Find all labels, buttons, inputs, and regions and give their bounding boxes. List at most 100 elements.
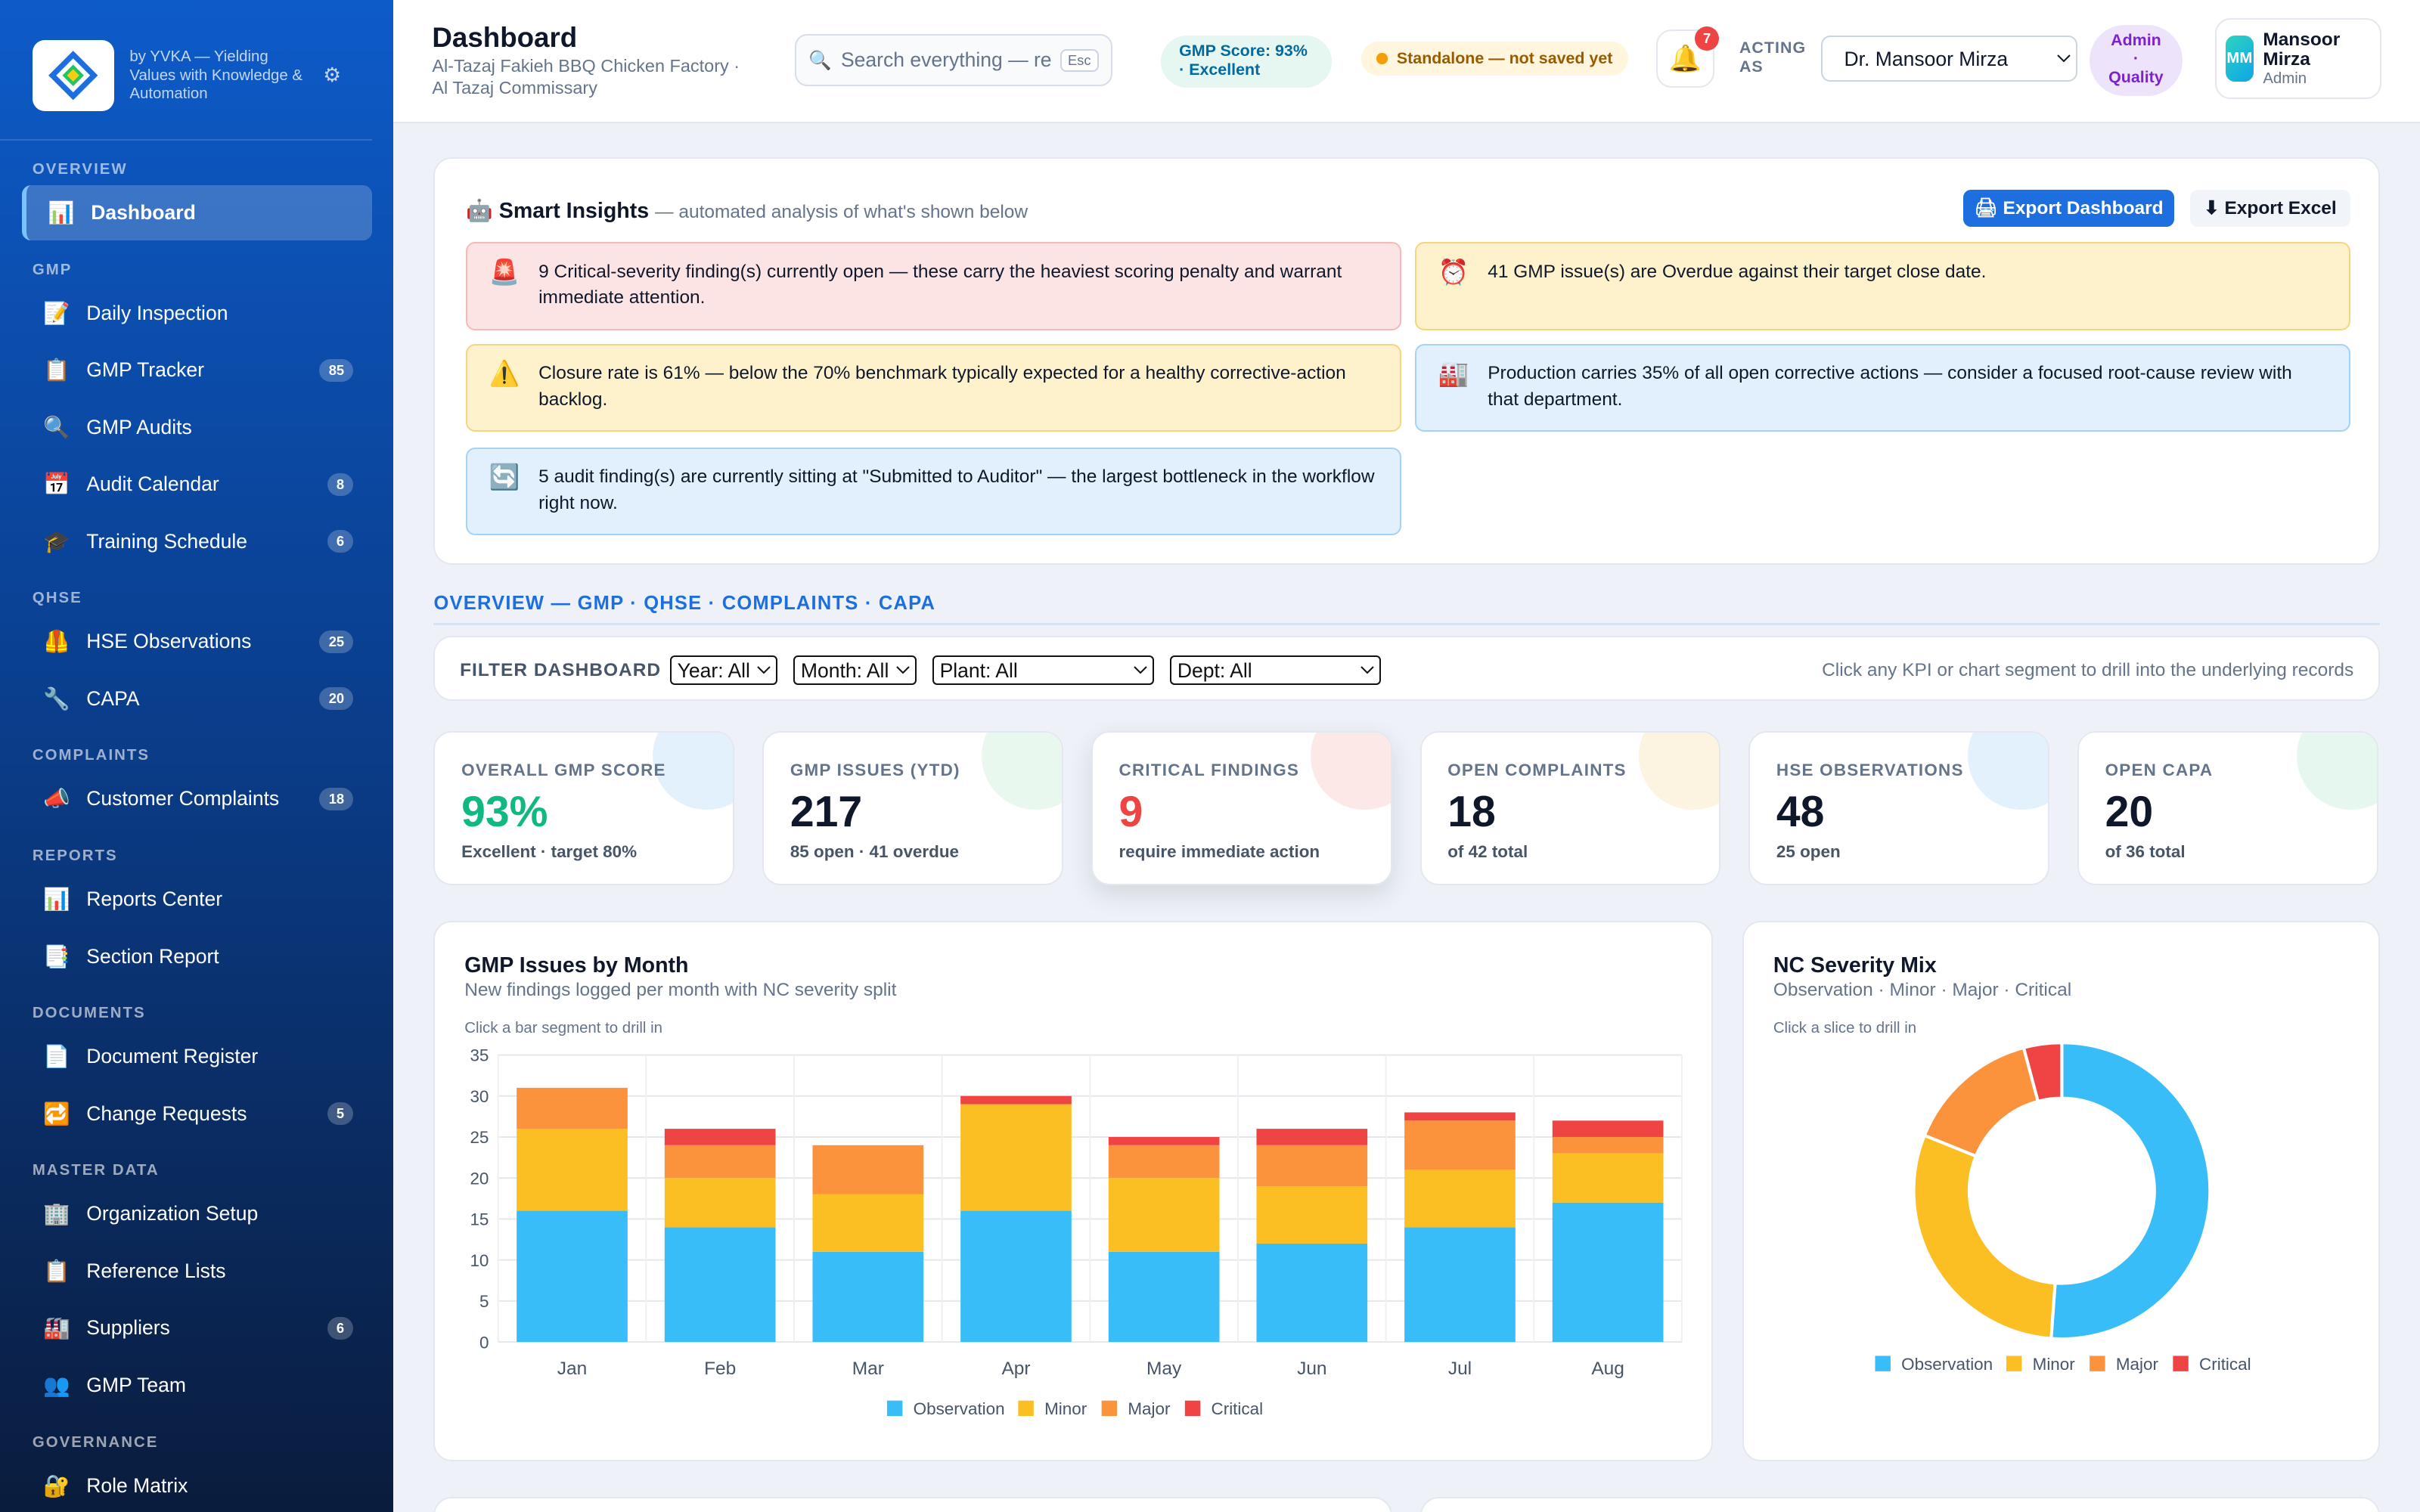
bar-segment-critical[interactable] xyxy=(1404,1112,1516,1121)
bar-segment-observation[interactable] xyxy=(1109,1252,1220,1343)
sidebar-item-gmp-audits[interactable]: 🔍 GMP Audits xyxy=(22,399,372,454)
sidebar-item-reference-lists[interactable]: 📋 Reference Lists xyxy=(22,1244,372,1299)
bar-segment-minor[interactable] xyxy=(1404,1170,1516,1228)
kpi-card-overall-gmp-score[interactable]: OVERALL GMP SCORE 93% Excellent · target 8… xyxy=(433,731,735,886)
bar-segment-minor[interactable] xyxy=(960,1104,1072,1211)
sidebar-item-gmp-tracker[interactable]: 📋 GMP Tracker 85 xyxy=(22,342,372,398)
bar-segment-critical[interactable] xyxy=(665,1129,776,1146)
kpi-label: CRITICAL FINDINGS xyxy=(1118,761,1300,780)
bar-segment-major[interactable] xyxy=(812,1145,924,1195)
sidebar-item-training-schedule[interactable]: 🎓 Training Schedule 6 xyxy=(22,513,372,569)
sidebar-item-capa[interactable]: 🔧 CAPA 20 xyxy=(22,671,372,727)
insight-alert[interactable]: ⚠️ Closure rate is 61% — below the 70% be… xyxy=(466,344,1401,432)
bar-segment-major[interactable] xyxy=(1256,1145,1368,1187)
donut-slice-observation[interactable] xyxy=(2049,1041,2212,1341)
global-search[interactable]: 🔍 Esc xyxy=(794,33,1113,87)
bar-segment-critical[interactable] xyxy=(1109,1137,1220,1146)
export-dashboard-button[interactable]: 🖨 Export Dashboard xyxy=(1962,189,2175,227)
month-filter-select[interactable]: Month: All xyxy=(793,655,917,686)
sidebar-item-customer-complaints[interactable]: 📣 Customer Complaints 18 xyxy=(22,771,372,826)
bar-segment-minor[interactable] xyxy=(1553,1153,1664,1204)
sidebar-item-section-report[interactable]: 📑 Section Report xyxy=(22,928,372,984)
sidebar-item-organization-setup[interactable]: 🏢 Organization Setup xyxy=(22,1186,372,1241)
settings-gear-icon[interactable]: ⚙ xyxy=(323,64,342,87)
x-tick-label: Jun xyxy=(1298,1359,1327,1379)
bar-segment-observation[interactable] xyxy=(1256,1244,1368,1343)
donut-slice-minor[interactable] xyxy=(1912,1133,2057,1341)
next-card-right xyxy=(1419,1496,2380,1512)
donut-slice-critical[interactable] xyxy=(2021,1041,2064,1104)
kpi-card-open-complaints[interactable]: OPEN COMPLAINTS 18 of 42 total xyxy=(1419,731,1721,886)
bar-segment-major[interactable] xyxy=(1553,1137,1664,1154)
gmp-audits-icon: 🔍 xyxy=(43,415,70,440)
next-card-left xyxy=(433,1496,1392,1512)
gmp-score-badge[interactable]: GMP Score: 93% · Excellent xyxy=(1160,35,1333,88)
bar-segment-observation[interactable] xyxy=(665,1227,776,1343)
kpi-card-hse-observations[interactable]: HSE OBSERVATIONS 48 25 open xyxy=(1748,731,2050,886)
insight-alert[interactable]: 🚨 9 Critical-severity finding(s) currentl… xyxy=(466,242,1401,330)
sidebar-item-role-matrix[interactable]: 🔐 Role Matrix xyxy=(22,1458,372,1512)
bar-segment-major[interactable] xyxy=(665,1145,776,1179)
gmp-tracker-icon: 📋 xyxy=(43,358,70,383)
y-tick-label: 30 xyxy=(470,1087,489,1106)
bar-segment-critical[interactable] xyxy=(1553,1120,1664,1138)
bar-segment-observation[interactable] xyxy=(1404,1227,1516,1343)
insight-alert-text: Production carries 35% of all open corre… xyxy=(1488,363,2292,411)
export-excel-button[interactable]: ⬇ Export Excel xyxy=(2189,189,2351,227)
sidebar-item-suppliers[interactable]: 🏭 Suppliers 6 xyxy=(22,1300,372,1356)
dept-filter-select[interactable]: Dept: All xyxy=(1169,655,1382,686)
acting-as-select[interactable]: Dr. Mansoor Mirza xyxy=(1821,35,2077,82)
donut-slice-major[interactable] xyxy=(1922,1046,2040,1159)
sidebar-item-label: GMP Team xyxy=(86,1373,186,1396)
insight-alert[interactable]: 🏭 Production carries 35% of all open corr… xyxy=(1415,344,2351,432)
bar-chart: 0 5 10 15 20 25 30 35 Jan Feb Mar Apr May Jun Jul Aug Ob… xyxy=(470,1046,1683,1418)
kpi-subtext: Excellent · target 80% xyxy=(461,842,638,862)
sidebar-item-gmp-team[interactable]: 👥 GMP Team xyxy=(22,1358,372,1413)
sidebar-item-reports-center[interactable]: 📊 Reports Center xyxy=(22,872,372,927)
bar-segment-minor[interactable] xyxy=(812,1194,924,1253)
bar-segment-observation[interactable] xyxy=(1553,1203,1664,1343)
insight-alert-text: 41 GMP issue(s) are Overdue against thei… xyxy=(1488,261,1987,282)
bar-segment-major[interactable] xyxy=(1404,1120,1516,1170)
sidebar-item-label: Daily Inspection xyxy=(86,301,228,324)
x-tick-label: Feb xyxy=(705,1359,737,1379)
dashboard-icon: 📊 xyxy=(48,201,75,226)
app-logo[interactable] xyxy=(32,40,114,111)
kpi-card-gmp-issues-ytd[interactable]: GMP ISSUES (YTD) 217 85 open · 41 overdue xyxy=(762,731,1064,886)
notifications-button[interactable]: 🔔 7 xyxy=(1655,26,1720,88)
sidebar-item-daily-inspection[interactable]: 📝 Daily Inspection xyxy=(22,285,372,340)
legend-swatch xyxy=(2006,1356,2022,1372)
bar-segment-minor[interactable] xyxy=(517,1129,628,1211)
bar-segment-minor[interactable] xyxy=(1109,1178,1220,1253)
user-menu[interactable]: MM Mansoor Mirza Admin xyxy=(2214,18,2381,99)
bar-segment-critical[interactable] xyxy=(960,1096,1072,1105)
bar-segment-critical[interactable] xyxy=(1256,1129,1368,1146)
insight-alert[interactable]: ⏰ 41 GMP issue(s) are Overdue against the… xyxy=(1415,242,2351,330)
bar-segment-minor[interactable] xyxy=(1256,1186,1368,1244)
bar-segment-observation[interactable] xyxy=(517,1210,628,1343)
insights-title: 🤖 Smart Insights xyxy=(466,199,650,224)
sidebar-item-hse-observations[interactable]: 🦺 HSE Observations 25 xyxy=(22,614,372,669)
plant-filter-select[interactable]: Plant: All xyxy=(932,655,1155,686)
search-input[interactable] xyxy=(841,48,1051,73)
sidebar-item-audit-calendar[interactable]: 📅 Audit Calendar 8 xyxy=(22,457,372,512)
bar-segment-observation[interactable] xyxy=(960,1210,1072,1343)
legend-swatch xyxy=(1185,1400,1201,1417)
kpi-value: 93% xyxy=(461,787,548,836)
year-filter-select[interactable]: Year: All xyxy=(669,655,778,686)
sidebar-item-document-register[interactable]: 📄 Document Register xyxy=(22,1029,372,1084)
kpi-decor-circle xyxy=(1639,733,1720,810)
insight-alert-icon: ⏰ xyxy=(1438,257,1469,286)
insight-alert[interactable]: 🔄 5 audit finding(s) are currently sittin… xyxy=(466,447,1401,536)
bar-segment-minor[interactable] xyxy=(665,1178,776,1228)
kpi-decor-circle xyxy=(981,733,1063,810)
bar-segment-major[interactable] xyxy=(1109,1145,1220,1179)
sidebar-item-dashboard[interactable]: 📊 Dashboard xyxy=(21,184,372,241)
sidebar-item-change-requests[interactable]: 🔁 Change Requests 5 xyxy=(22,1086,372,1142)
insight-alert-icon: 🏭 xyxy=(1438,359,1469,388)
kpi-card-critical-findings[interactable]: CRITICAL FINDINGS 9 require immediate acti… xyxy=(1091,731,1392,886)
kpi-card-open-capa[interactable]: OPEN CAPA 20 of 36 total xyxy=(2077,731,2378,886)
legend-label: Minor xyxy=(1045,1399,1088,1418)
bar-segment-major[interactable] xyxy=(517,1088,628,1129)
bar-segment-observation[interactable] xyxy=(812,1252,924,1343)
